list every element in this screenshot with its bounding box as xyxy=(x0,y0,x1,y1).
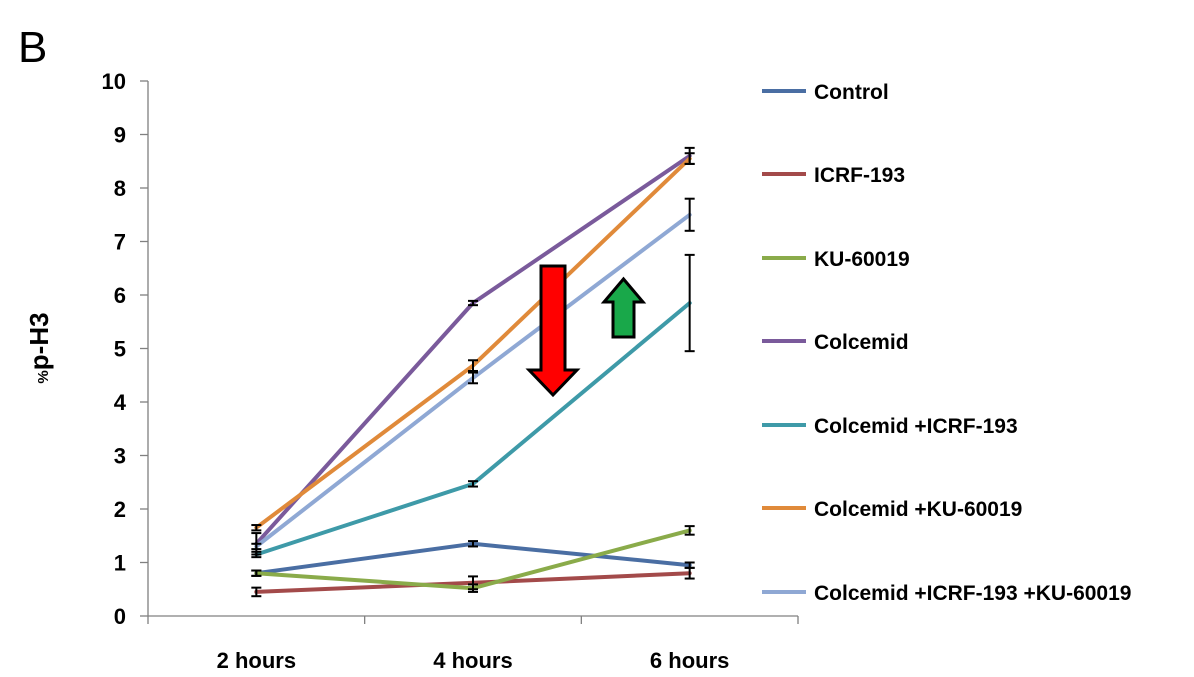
legend-item: Colcemid +KU-60019 xyxy=(762,498,1022,521)
legend-label: ICRF-193 xyxy=(814,164,905,187)
error-bar xyxy=(251,586,262,598)
y-tick-label: 5 xyxy=(114,337,126,362)
y-tick-label: 10 xyxy=(102,69,126,94)
y-axis-title-text: p-H3 xyxy=(24,312,54,370)
legend-item: Control xyxy=(762,81,889,104)
y-tick-label: 1 xyxy=(114,551,126,576)
x-tick-label: 2 hours xyxy=(217,648,296,673)
annotations xyxy=(525,264,647,398)
error-bar xyxy=(468,359,478,372)
x-tick-label: 6 hours xyxy=(650,648,729,673)
x-tick-label: 4 hours xyxy=(433,648,512,673)
error-bar xyxy=(684,197,695,232)
legend-label: KU-60019 xyxy=(814,248,910,271)
y-tick-label: 7 xyxy=(114,230,126,255)
error-bar xyxy=(684,566,695,580)
error-bar xyxy=(684,152,695,165)
error-bar xyxy=(468,540,478,548)
series-line-4 xyxy=(254,301,692,557)
legend: Control ICRF-193 KU-60019 Colcemid Colcemid … xyxy=(762,81,1131,605)
y-axis-title: %p-H3 xyxy=(24,312,54,383)
y-tick-label: 0 xyxy=(114,604,126,629)
error-bar xyxy=(251,542,262,551)
y-axis-title-prefix: % xyxy=(35,370,52,383)
error-bar xyxy=(251,524,262,532)
y-tick-label: 9 xyxy=(114,123,126,148)
legend-item: Colcemid +ICRF-193 xyxy=(762,415,1018,438)
legend-label: Control xyxy=(814,81,889,104)
legend-label: Colcemid +KU-60019 xyxy=(814,498,1022,521)
error-bar xyxy=(468,371,478,385)
legend-label: Colcemid +ICRF-193 +KU-60019 xyxy=(814,582,1131,605)
legend-item: Colcemid +ICRF-193 +KU-60019 xyxy=(762,582,1131,605)
legend-label: Colcemid xyxy=(814,331,909,354)
legend-label: Colcemid +ICRF-193 xyxy=(814,415,1018,438)
green-up-arrow xyxy=(600,276,647,339)
error-bar xyxy=(251,550,262,559)
error-bar xyxy=(468,583,478,593)
y-tick-label: 8 xyxy=(114,176,126,201)
legend-item: ICRF-193 xyxy=(762,164,905,187)
axes: 0 1 2 3 4 5 6 7 8 9 10 2 hours 4 hours 6 hours xyxy=(102,69,799,673)
red-down-arrow xyxy=(525,264,581,398)
error-bar xyxy=(684,525,695,536)
y-tick-label: 2 xyxy=(114,497,126,522)
error-bar xyxy=(468,299,478,307)
legend-item: KU-60019 xyxy=(762,248,910,271)
y-tick-label: 6 xyxy=(114,283,126,308)
legend-item: Colcemid xyxy=(762,331,909,354)
panel-label: B xyxy=(18,23,47,72)
error-bar xyxy=(251,569,262,577)
error-bar xyxy=(468,480,478,488)
y-tick-label: 3 xyxy=(114,444,126,469)
error-bar xyxy=(684,253,695,353)
y-tick-label: 4 xyxy=(114,390,127,415)
error-bars xyxy=(251,146,695,598)
